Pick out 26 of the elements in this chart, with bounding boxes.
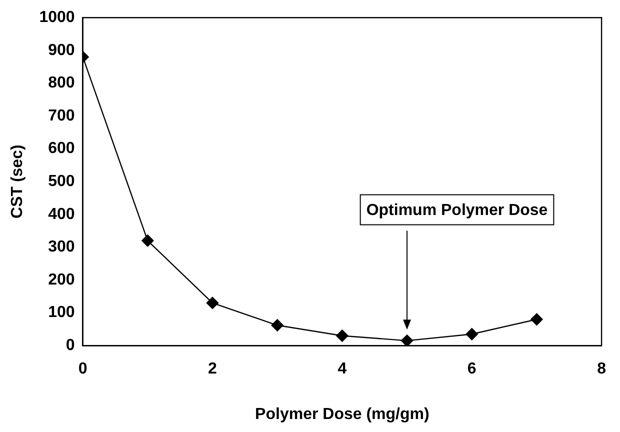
x-tick-label: 0 [78, 360, 88, 378]
x-tick-label: 6 [467, 360, 476, 378]
y-tick-label: 700 [48, 107, 75, 124]
y-tick-label: 500 [48, 173, 75, 190]
x-tick-label: 2 [208, 360, 218, 378]
point [466, 328, 478, 340]
point [271, 319, 284, 332]
y-tick-label: 600 [48, 140, 75, 158]
y-tick-label: 0 [66, 337, 75, 354]
y-axis-title: CST (sec) [9, 144, 26, 218]
point [530, 313, 543, 326]
y-tick-label: 200 [48, 271, 75, 288]
y-tick-label: 100 [48, 304, 75, 322]
x-axis-title: Polymer Dose (mg/gm) [255, 406, 430, 423]
y-tick-label: 1000 [39, 9, 75, 26]
point [400, 334, 414, 346]
x-tick-label: 4 [338, 360, 347, 378]
y-tick-label: 900 [48, 42, 75, 59]
point [206, 296, 219, 310]
point [336, 330, 348, 342]
annotation: Optimum Polymer Dose [366, 202, 548, 220]
y-tick-label: 300 [48, 238, 75, 256]
y-tick-label: 800 [48, 74, 75, 92]
point [142, 234, 154, 247]
x-tick-label: 8 [597, 360, 606, 378]
y-tick-label: 400 [48, 206, 75, 223]
